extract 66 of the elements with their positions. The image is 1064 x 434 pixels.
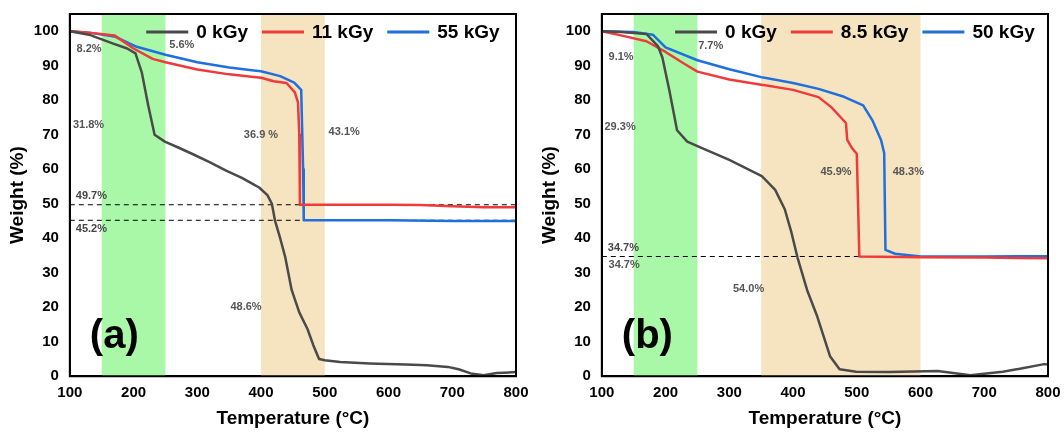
x-tick-label: 600	[376, 383, 402, 401]
x-tick-label: 200	[121, 383, 147, 401]
legend-label: 55 kGy	[437, 21, 501, 43]
y-tick-label: 70	[574, 124, 591, 142]
y-tick-label: 100	[33, 21, 59, 39]
y-tick-label: 90	[574, 55, 591, 73]
annotation: 43.1%	[328, 124, 361, 137]
x-tick-label: 300	[184, 383, 210, 401]
x-tick-label: 200	[653, 383, 679, 401]
y-tick-label: 10	[42, 331, 59, 349]
annotation: 48.3%	[892, 164, 925, 177]
x-tick-label: 700	[971, 383, 997, 401]
x-tick-label: 800	[503, 383, 529, 401]
y-tick-label: 60	[574, 159, 591, 177]
y-tick-label: 0	[582, 366, 591, 384]
x-axis-title: Temperature (°C)	[748, 406, 902, 428]
x-tick-label: 500	[312, 383, 338, 401]
annotation: (b)	[621, 312, 673, 357]
y-tick-label: 50	[42, 193, 59, 211]
y-tick-label: 20	[574, 297, 591, 315]
y-tick-label: 100	[565, 21, 591, 39]
legend-label: 50 kGy	[972, 21, 1036, 43]
y-tick-label: 50	[574, 193, 591, 211]
annotation: (a)	[89, 312, 139, 357]
legend-label: 0 kGy	[725, 21, 778, 43]
annotation: 48.6%	[230, 300, 262, 313]
annotation: 29.3%	[604, 119, 636, 132]
y-tick-label: 40	[42, 228, 59, 246]
y-tick-label: 0	[50, 366, 59, 384]
y-tick-label: 80	[42, 90, 59, 108]
y-tick-label: 60	[42, 159, 59, 177]
annotation: 36.9 %	[243, 127, 279, 140]
annotation: 34.7%	[608, 258, 640, 271]
annotation: 45.9%	[820, 164, 852, 177]
ref-line-label: 45.2%	[75, 221, 108, 234]
ref-line-label: 34.7%	[607, 241, 640, 254]
y-tick-label: 30	[574, 262, 591, 280]
y-axis-title: Weight (%)	[5, 146, 27, 245]
y-tick-label: 90	[42, 55, 59, 73]
ref-line-label: 49.7%	[75, 189, 108, 202]
annotation: 31.8%	[72, 118, 105, 131]
legend-label: 11 kGy	[311, 21, 374, 43]
y-tick-label: 70	[42, 124, 59, 142]
x-tick-label: 100	[57, 383, 83, 401]
legend-label: 8.5 kGy	[840, 21, 909, 43]
x-tick-label: 400	[780, 383, 806, 401]
legend-label: 0 kGy	[196, 21, 249, 43]
x-axis-title: Temperature (°C)	[216, 406, 370, 428]
y-tick-label: 10	[574, 331, 591, 349]
x-tick-label: 100	[589, 383, 615, 401]
y-tick-label: 80	[574, 90, 591, 108]
x-tick-label: 600	[908, 383, 934, 401]
y-tick-label: 40	[574, 228, 591, 246]
y-tick-label: 30	[42, 262, 59, 280]
x-tick-label: 300	[716, 383, 742, 401]
annotation: 7.7%	[698, 39, 724, 52]
annotation: 54.0%	[733, 282, 765, 295]
y-axis-title: Weight (%)	[537, 146, 559, 245]
annotation: 9.1%	[608, 50, 634, 63]
annotation: 8.2%	[76, 41, 102, 54]
x-tick-label: 400	[248, 383, 274, 401]
x-tick-label: 500	[844, 383, 870, 401]
annotation: 5.6%	[169, 38, 195, 51]
x-tick-label: 800	[1035, 383, 1061, 401]
x-tick-label: 700	[439, 383, 465, 401]
y-tick-label: 20	[42, 297, 59, 315]
